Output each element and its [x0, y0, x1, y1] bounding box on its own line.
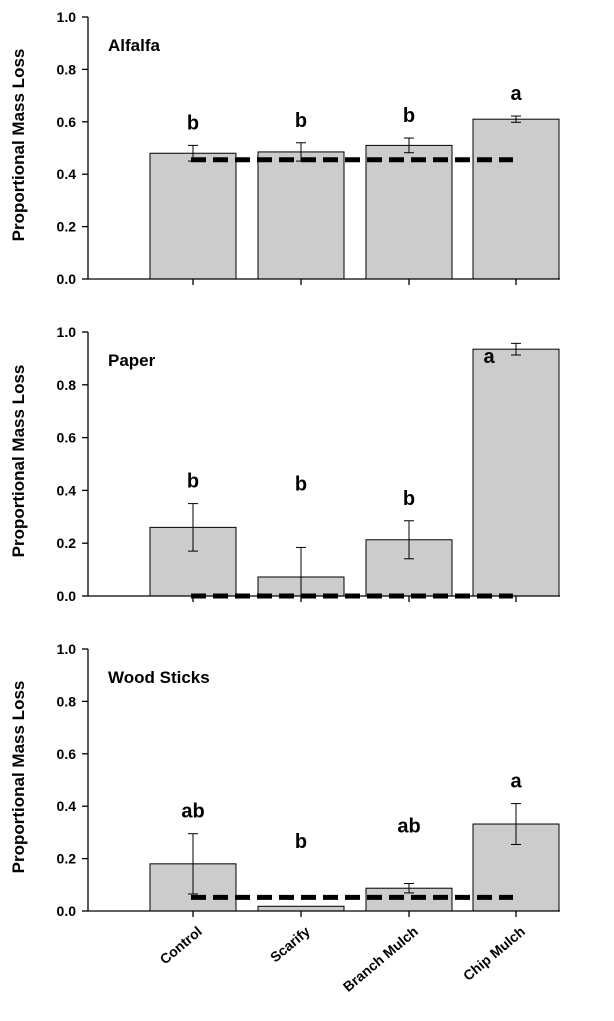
y-tick-label: 0.4: [57, 798, 77, 814]
significance-letter: b: [295, 110, 307, 132]
bar: [257, 151, 345, 280]
y-tick-label: 0.4: [57, 482, 77, 498]
error-bar: [188, 503, 198, 552]
error-bar: [511, 803, 521, 845]
panel-3: 0.0 0.2 0.4 0.6 0.8 1.0 Proportional Mass Loss…: [9, 641, 560, 995]
y-tick-label: 0.0: [57, 271, 77, 287]
category-label: Scarify: [267, 923, 313, 965]
y-axis-label: Proportional Mass Loss: [9, 681, 28, 874]
error-bar: [404, 882, 414, 894]
y-tick-label: 0.4: [57, 166, 77, 182]
y-tick-label: 1.0: [57, 641, 77, 657]
y-tick-label: 0.2: [57, 535, 77, 551]
significance-letter: b: [295, 831, 307, 853]
y-tick-label: 0.0: [57, 903, 77, 919]
panel-title: Alfalfa: [108, 36, 161, 55]
y-tick-label: 0.6: [57, 114, 77, 130]
y-tick-label: 0.2: [57, 851, 77, 867]
significance-letter: b: [403, 105, 415, 127]
y-tick-label: 0.8: [57, 61, 77, 77]
bar: [472, 118, 560, 280]
bar: [257, 905, 345, 912]
y-tick-label: 1.0: [57, 324, 77, 340]
y-tick-label: 0.0: [57, 588, 77, 604]
significance-letter: b: [295, 473, 307, 495]
y-tick-label: 0.6: [57, 746, 77, 762]
y-tick-label: 0.6: [57, 430, 77, 446]
error-bar: [404, 520, 414, 560]
panel-title: Paper: [108, 351, 156, 370]
panel-1: 0.0 0.2 0.4 0.6 0.8 1.0 Proportional Mass Loss…: [9, 9, 560, 287]
y-tick-label: 0.8: [57, 377, 77, 393]
category-label: Control: [157, 923, 205, 967]
significance-letter: b: [403, 488, 415, 510]
error-bar: [404, 137, 414, 154]
category-label: Chip Mulch: [460, 923, 528, 984]
bar: [472, 348, 560, 597]
category-label: Branch Mulch: [340, 923, 421, 995]
panel-title: Wood Sticks: [108, 668, 210, 687]
significance-letter: ab: [397, 815, 420, 837]
significance-letter: a: [510, 83, 522, 105]
y-tick-label: 0.2: [57, 219, 77, 235]
error-bar: [511, 342, 521, 356]
y-tick-label: 1.0: [57, 9, 77, 25]
bar: [149, 152, 237, 280]
significance-letter: ab: [181, 801, 204, 823]
bar: [365, 144, 453, 280]
y-axis-label: Proportional Mass Loss: [9, 49, 28, 242]
significance-letter: b: [187, 112, 199, 134]
significance-letter: b: [187, 471, 199, 493]
significance-letter: a: [510, 771, 522, 793]
panel-2: 0.0 0.2 0.4 0.6 0.8 1.0 Proportional Mass Loss…: [9, 324, 560, 604]
y-axis-label: Proportional Mass Loss: [9, 365, 28, 558]
y-tick-label: 0.8: [57, 693, 77, 709]
error-bar: [511, 115, 521, 123]
significance-letter: a: [483, 346, 495, 368]
error-bar: [188, 833, 198, 895]
